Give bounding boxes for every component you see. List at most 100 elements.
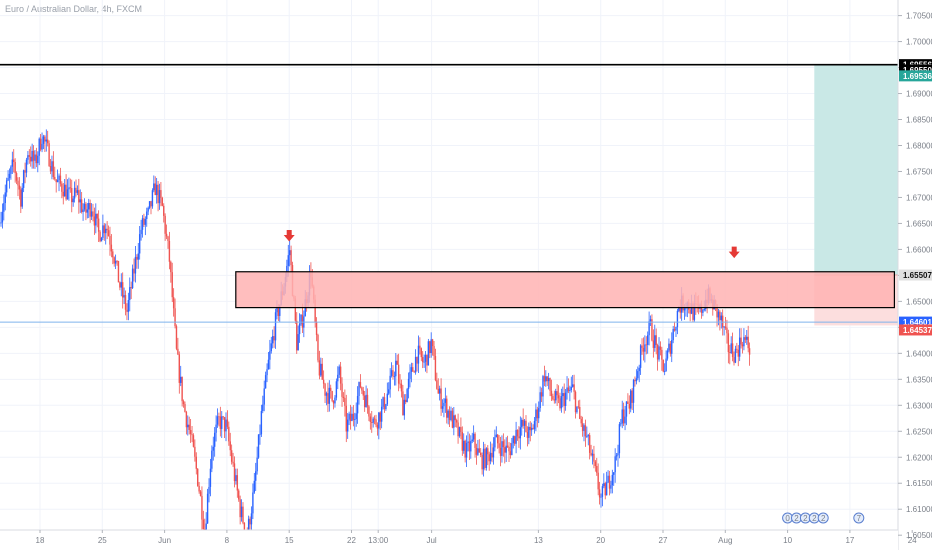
- candle-body: [689, 309, 691, 314]
- candle-body: [202, 519, 205, 530]
- candle-body: [192, 435, 195, 447]
- candle-body: [567, 387, 570, 391]
- candle-body: [238, 490, 240, 500]
- candle-body: [189, 430, 192, 435]
- candle-body: [508, 446, 510, 452]
- candle-body: [8, 173, 11, 179]
- candle-body: [373, 418, 376, 420]
- candle-body: [96, 213, 98, 219]
- candle-body: [134, 256, 137, 274]
- candle-body: [464, 440, 466, 458]
- candle-body: [216, 416, 219, 425]
- candle-body: [628, 403, 631, 409]
- candle-body: [610, 485, 612, 489]
- candle-body: [590, 452, 592, 456]
- candle-body: [324, 383, 326, 396]
- candle-body: [243, 522, 246, 532]
- candle-body: [573, 384, 575, 392]
- candle-body: [727, 333, 730, 353]
- candle-body: [733, 357, 735, 363]
- candle-body: [119, 282, 121, 288]
- price-tick-label: 1.63000: [906, 401, 932, 410]
- candle-body: [199, 491, 202, 496]
- candle-body: [390, 370, 393, 376]
- candle-body: [416, 356, 418, 364]
- candle-body: [639, 345, 642, 368]
- candle-body: [474, 433, 476, 448]
- candle-body: [434, 356, 437, 381]
- candle-body: [32, 150, 35, 161]
- candle-body: [659, 346, 662, 350]
- candle-body: [102, 225, 104, 238]
- candle-body: [546, 376, 548, 382]
- candle-body: [315, 322, 318, 335]
- candle-body: [242, 506, 244, 523]
- candle-body: [451, 410, 454, 428]
- candle-body: [736, 348, 738, 350]
- candle-body: [499, 447, 502, 456]
- candle-body: [255, 471, 257, 481]
- candle-body: [580, 418, 582, 424]
- candle-body: [167, 236, 169, 241]
- candle-body: [417, 345, 420, 364]
- candle-body: [440, 388, 442, 409]
- candle-body: [419, 345, 421, 349]
- candle-body: [208, 486, 210, 494]
- candle-body: [113, 257, 115, 264]
- chart-title: Euro / Australian Dollar, 4h, FXCM: [5, 4, 143, 14]
- candle-body: [692, 303, 694, 320]
- candle-body: [614, 456, 616, 473]
- candle-body: [71, 188, 73, 203]
- price-tick-label: 1.65000: [906, 297, 932, 306]
- candle-body: [124, 295, 127, 310]
- candle-body: [222, 416, 224, 418]
- candle-body: [407, 378, 410, 390]
- candle-body: [297, 334, 299, 351]
- candle-body: [522, 419, 524, 426]
- candle-body: [642, 347, 645, 352]
- candle-body: [724, 326, 727, 328]
- candle-body: [386, 393, 389, 405]
- candle-body: [402, 391, 404, 416]
- candle-body: [229, 441, 231, 451]
- candle-body: [137, 253, 139, 260]
- candle-body: [547, 378, 550, 382]
- price-tick-label: 1.66500: [906, 219, 932, 228]
- candle-body: [734, 348, 737, 363]
- candle-body: [54, 176, 56, 180]
- candle-body: [267, 359, 270, 370]
- price-badge-label: 1.69536: [903, 72, 932, 81]
- candle-body: [325, 393, 328, 396]
- candle-body: [662, 359, 664, 372]
- candle-body: [441, 406, 444, 409]
- candle-body: [362, 390, 364, 396]
- candle-body: [723, 326, 725, 328]
- candle-body: [532, 427, 534, 430]
- candle-body: [607, 475, 609, 483]
- candle-body: [450, 410, 452, 421]
- candle-body: [69, 187, 72, 189]
- candle-body: [174, 308, 176, 327]
- price-badge: [899, 324, 932, 336]
- candle-body: [365, 394, 367, 408]
- candle-body: [133, 268, 135, 274]
- candle-body: [153, 183, 155, 191]
- candle-body: [141, 218, 144, 230]
- candle-body: [232, 461, 234, 464]
- candle-body: [553, 399, 556, 401]
- candle-body: [717, 311, 720, 318]
- candle-body: [461, 432, 464, 451]
- candle-body: [584, 425, 587, 437]
- candle-body: [120, 282, 122, 288]
- time-tick-label: 25: [98, 536, 107, 545]
- candle-body: [481, 455, 483, 470]
- candle-body: [3, 203, 5, 212]
- candle-body: [352, 413, 355, 420]
- candle-body: [80, 199, 83, 213]
- candle-body: [719, 311, 721, 321]
- candle-body: [235, 475, 237, 482]
- candle-body: [731, 343, 734, 358]
- candle-body: [7, 178, 9, 181]
- candle-body: [556, 391, 558, 396]
